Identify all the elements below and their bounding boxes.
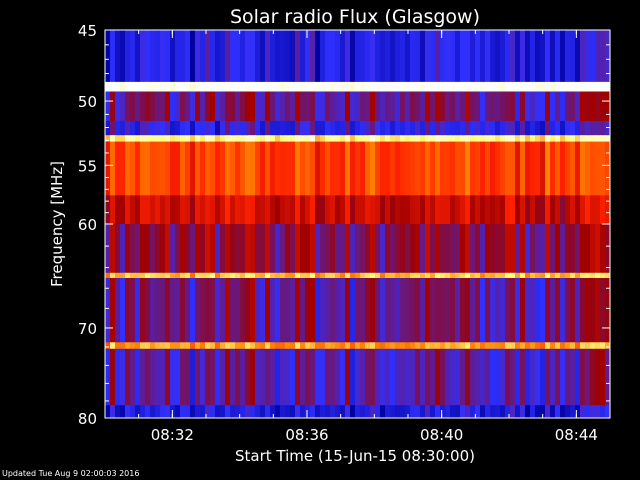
- intensity-band: [105, 30, 610, 83]
- intensity-band: [105, 121, 610, 136]
- intensity-band: [105, 348, 610, 406]
- intensity-band: [105, 195, 610, 225]
- intensity-band: [105, 405, 610, 418]
- intensity-band: [105, 91, 610, 122]
- y-tick-label: 50: [78, 93, 97, 111]
- footer-updated: Updated Tue Aug 9 02:00:03 2016: [2, 469, 140, 478]
- x-tick-label: 08:40: [420, 426, 463, 444]
- intensity-band: [105, 141, 610, 196]
- y-tick-label: 55: [78, 157, 97, 175]
- x-tick-label: 08:32: [151, 426, 194, 444]
- chart-title: Solar radio Flux (Glasgow): [230, 6, 480, 28]
- intensity-band: [105, 342, 610, 350]
- y-tick-label: 80: [78, 410, 97, 428]
- intensity-band: [105, 272, 610, 279]
- heatmap-area: [105, 30, 610, 418]
- x-tick-label: 08:36: [285, 426, 328, 444]
- intensity-band: [105, 135, 610, 142]
- x-tick-label: 08:44: [555, 426, 598, 444]
- y-axis: 45 50 55 60 70 80: [78, 22, 610, 428]
- intensity-band: [105, 278, 610, 343]
- intensity-band: [105, 81, 610, 92]
- x-axis-label: Start Time (15-Jun-15 08:30:00): [235, 447, 475, 465]
- y-tick-label: 45: [78, 22, 97, 40]
- x-axis: 08:32 08:36 08:40 08:44: [104, 30, 611, 444]
- intensity-band: [105, 224, 610, 274]
- y-tick-label: 60: [78, 216, 97, 234]
- y-tick-label: 70: [78, 320, 97, 338]
- y-axis-label: Frequency [MHz]: [48, 161, 66, 287]
